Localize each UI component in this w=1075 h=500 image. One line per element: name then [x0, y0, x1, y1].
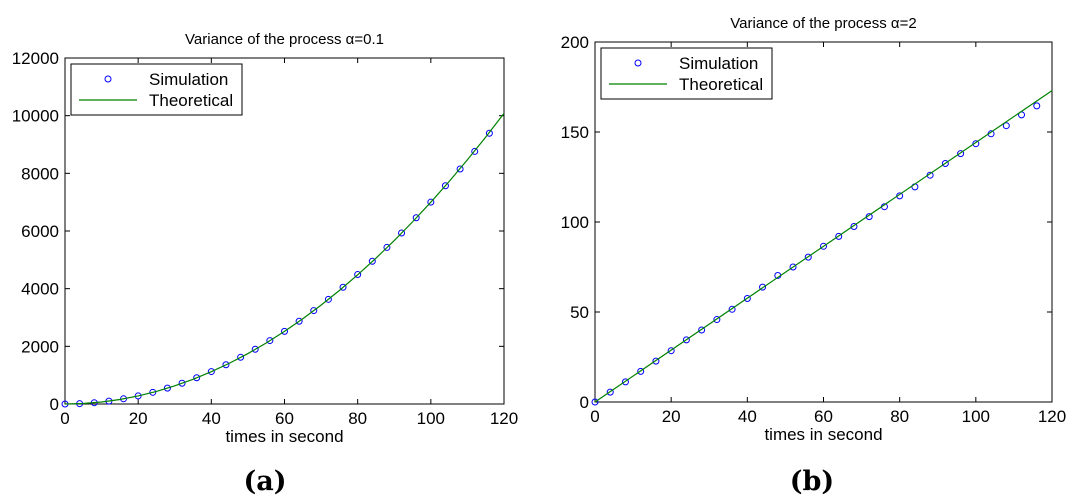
x-tick-label: 0 — [590, 407, 599, 426]
simulation-marker — [339, 283, 347, 291]
y-tick-label: 100 — [561, 213, 589, 232]
x-tick-label: 120 — [1038, 407, 1066, 426]
simulation-marker — [743, 295, 751, 302]
figure-caption: (a) — [243, 466, 286, 497]
simulation-marker — [728, 305, 736, 313]
simulation-marker — [266, 337, 274, 345]
simulation-marker — [835, 232, 843, 240]
simulation-marker — [178, 379, 186, 387]
legend-label: Theoretical — [149, 91, 233, 110]
simulation-marker — [251, 345, 259, 353]
simulation-marker — [281, 327, 288, 335]
simulation-marker — [471, 147, 479, 155]
x-tick-label: 60 — [275, 409, 294, 428]
simulation-marker — [427, 198, 435, 206]
simulation-marker — [713, 316, 721, 324]
simulation-marker — [972, 140, 980, 148]
x-tick-label: 80 — [890, 407, 909, 426]
chart-panel-b: Variance of the process α=2 0 20 40 60 80 100 1… — [561, 15, 1067, 497]
chart-title: Variance of the process α=0.1 — [185, 31, 384, 48]
y-tick-label: 0 — [50, 395, 59, 414]
simulation-marker — [163, 384, 171, 392]
y-tick-label: 150 — [561, 123, 589, 142]
y-tick-label: 8000 — [21, 164, 59, 183]
legend-label: Simulation — [679, 54, 758, 73]
legend-marker-swatch — [634, 59, 642, 67]
simulation-marker — [789, 263, 797, 271]
simulation-marker — [637, 367, 645, 375]
x-tick-label: 40 — [202, 409, 221, 428]
x-tick-label: 20 — [129, 409, 148, 428]
simulation-marker — [441, 182, 449, 190]
y-tick-label: 200 — [561, 33, 589, 52]
simulation-marker — [850, 223, 858, 230]
y-tick-label: 4000 — [21, 280, 59, 299]
simulation-marker — [591, 398, 599, 406]
simulation-marker — [324, 295, 332, 303]
simulation-marker — [1033, 102, 1041, 110]
y-tick-label: 2000 — [21, 337, 59, 356]
plot-area — [64, 57, 505, 405]
x-axis-label: times in second — [225, 427, 343, 446]
x-axis-label: times in second — [764, 425, 882, 444]
simulation-marker — [207, 368, 215, 376]
x-tick-label: 0 — [60, 409, 69, 428]
simulation-marker — [398, 229, 406, 237]
chart-panel-a: Variance of the process α=0.1 0 20 40 60 80 10… — [12, 31, 518, 497]
simulation-marker — [941, 160, 949, 167]
x-tick-label: 60 — [814, 407, 833, 426]
legend-box — [600, 47, 773, 100]
simulation-marker — [820, 242, 827, 250]
legend-label: Theoretical — [679, 75, 763, 94]
simulation-marker — [412, 214, 420, 222]
simulation-marker — [804, 253, 812, 261]
y-tick-label: 6000 — [21, 222, 59, 241]
plot-area — [594, 41, 1053, 403]
theoretical-line — [64, 112, 505, 405]
simulation-marker — [759, 283, 767, 291]
x-tick-label: 100 — [417, 409, 445, 428]
y-tick-label: 0 — [580, 393, 589, 412]
legend-box — [70, 63, 243, 116]
y-tick-label: 10000 — [12, 107, 59, 126]
simulation-marker — [652, 357, 660, 365]
simulation-marker — [354, 271, 362, 279]
simulation-marker — [485, 129, 493, 137]
simulation-marker — [193, 374, 201, 382]
simulation-marker — [368, 257, 376, 265]
simulation-marker — [621, 378, 629, 386]
chart-title: Variance of the process α=2 — [730, 15, 916, 32]
simulation-marker — [1002, 122, 1010, 130]
simulation-marker — [606, 388, 614, 396]
simulation-marker — [310, 307, 318, 315]
y-tick-label: 12000 — [12, 49, 59, 68]
simulation-marker — [456, 165, 464, 173]
figure-caption: (b) — [790, 466, 834, 497]
simulation-marker — [237, 353, 245, 361]
simulation-marker — [682, 336, 690, 344]
simulation-marker — [957, 150, 965, 158]
legend-marker-swatch — [104, 75, 112, 83]
y-tick-label: 50 — [570, 303, 589, 322]
x-tick-label: 20 — [662, 407, 681, 426]
x-tick-label: 40 — [738, 407, 757, 426]
simulation-marker — [149, 388, 157, 396]
theoretical-line — [594, 90, 1053, 403]
simulation-marker — [295, 317, 303, 325]
simulation-marker — [383, 243, 391, 251]
x-tick-label: 80 — [348, 409, 367, 428]
legend-label: Simulation — [149, 70, 228, 89]
x-tick-label: 100 — [962, 407, 990, 426]
simulation-marker — [222, 361, 230, 369]
simulation-marker — [698, 326, 706, 334]
simulation-marker — [667, 347, 675, 355]
x-tick-label: 120 — [490, 409, 518, 428]
